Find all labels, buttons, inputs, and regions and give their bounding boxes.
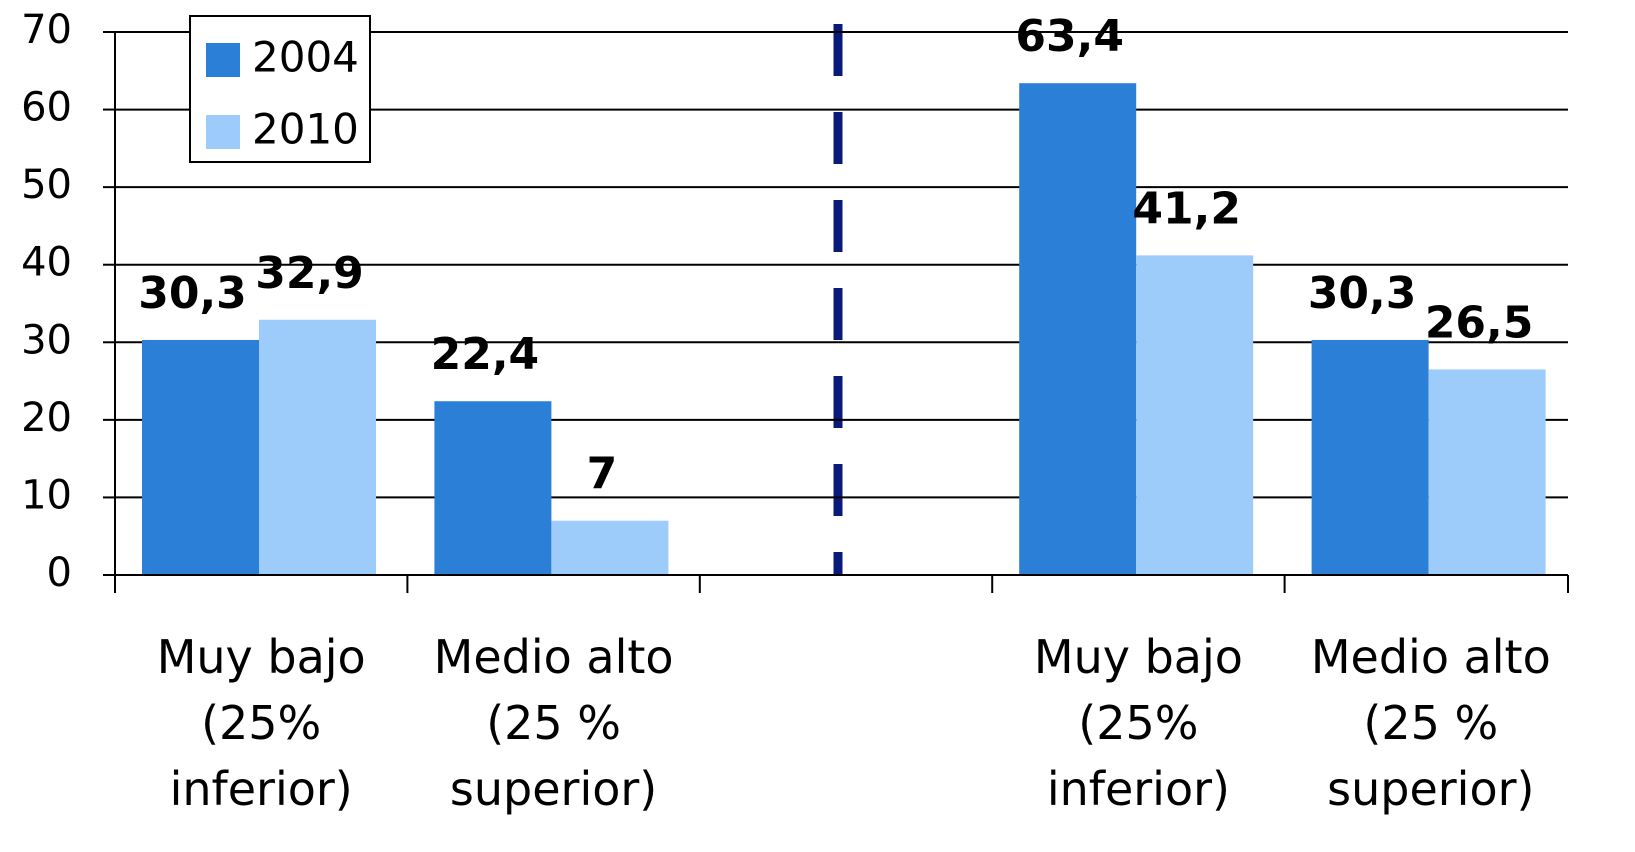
bar: [1019, 83, 1137, 575]
data-label: 41,2: [1132, 183, 1241, 234]
y-tick-label: 30: [21, 317, 72, 363]
y-tick-label: 70: [21, 7, 72, 53]
bar: [1311, 339, 1429, 575]
bar: [551, 520, 669, 575]
x-tick-label: Muy bajo (25% inferior): [1033, 630, 1243, 816]
legend-label: 2010: [252, 105, 359, 154]
legend-swatch: [206, 115, 240, 149]
bar: [434, 401, 552, 575]
y-tick-label: 10: [21, 472, 72, 518]
x-tick-label: Medio alto (25 % superior): [433, 630, 674, 816]
y-tick-label: 0: [47, 550, 72, 596]
y-tick-label: 50: [21, 162, 72, 208]
bar: [142, 339, 259, 575]
bar: [1428, 369, 1546, 575]
data-label: 26,5: [1425, 297, 1534, 348]
bar: [259, 319, 376, 575]
y-tick-label: 40: [21, 240, 72, 286]
legend: 2004 2010: [189, 15, 371, 163]
x-tick-label: Muy bajo (25% inferior): [156, 630, 366, 816]
data-label: 22,4: [431, 329, 540, 380]
data-label: 32,9: [255, 248, 364, 299]
data-label: 63,4: [1015, 11, 1124, 62]
legend-swatch: [206, 43, 240, 77]
y-tick-label: 60: [21, 85, 72, 131]
data-label: 30,3: [1308, 268, 1417, 319]
data-label: 7: [587, 449, 618, 500]
data-label: 30,3: [138, 268, 247, 319]
bar: [1136, 255, 1254, 576]
x-tick-label: Medio alto (25 % superior): [1310, 630, 1551, 816]
y-tick-label: 20: [21, 395, 72, 441]
legend-label: 2004: [252, 33, 359, 82]
